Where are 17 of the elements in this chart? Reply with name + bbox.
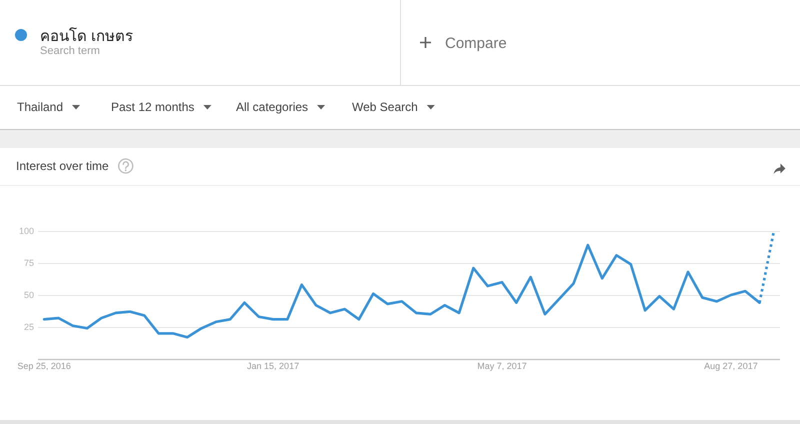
y-tick-label: 50 — [24, 290, 34, 300]
legend: คอนโด เกษตร — [15, 28, 134, 45]
annotation: Past 12 months — [111, 100, 194, 114]
y-tick-label: 75 — [24, 258, 34, 268]
annotation: All categories — [236, 100, 308, 114]
x-tick-label: Sep 25, 2016 — [17, 361, 71, 371]
x-tick-label: May 7, 2017 — [477, 361, 527, 371]
annotation: Search term — [40, 45, 100, 57]
annotation: Compare — [445, 35, 507, 52]
x-tick-label: Jan 15, 2017 — [247, 361, 300, 371]
x-tick-label: Aug 27, 2017 — [704, 361, 758, 371]
annotation: Thailand — [17, 100, 64, 114]
title: Interest over time — [16, 159, 109, 173]
y-tick-label: 100 — [18, 226, 34, 236]
legend-label: คอนโด เกษตร — [40, 27, 134, 45]
annotation: Web Search — [352, 100, 418, 114]
y-tick-label: 25 — [24, 322, 34, 332]
